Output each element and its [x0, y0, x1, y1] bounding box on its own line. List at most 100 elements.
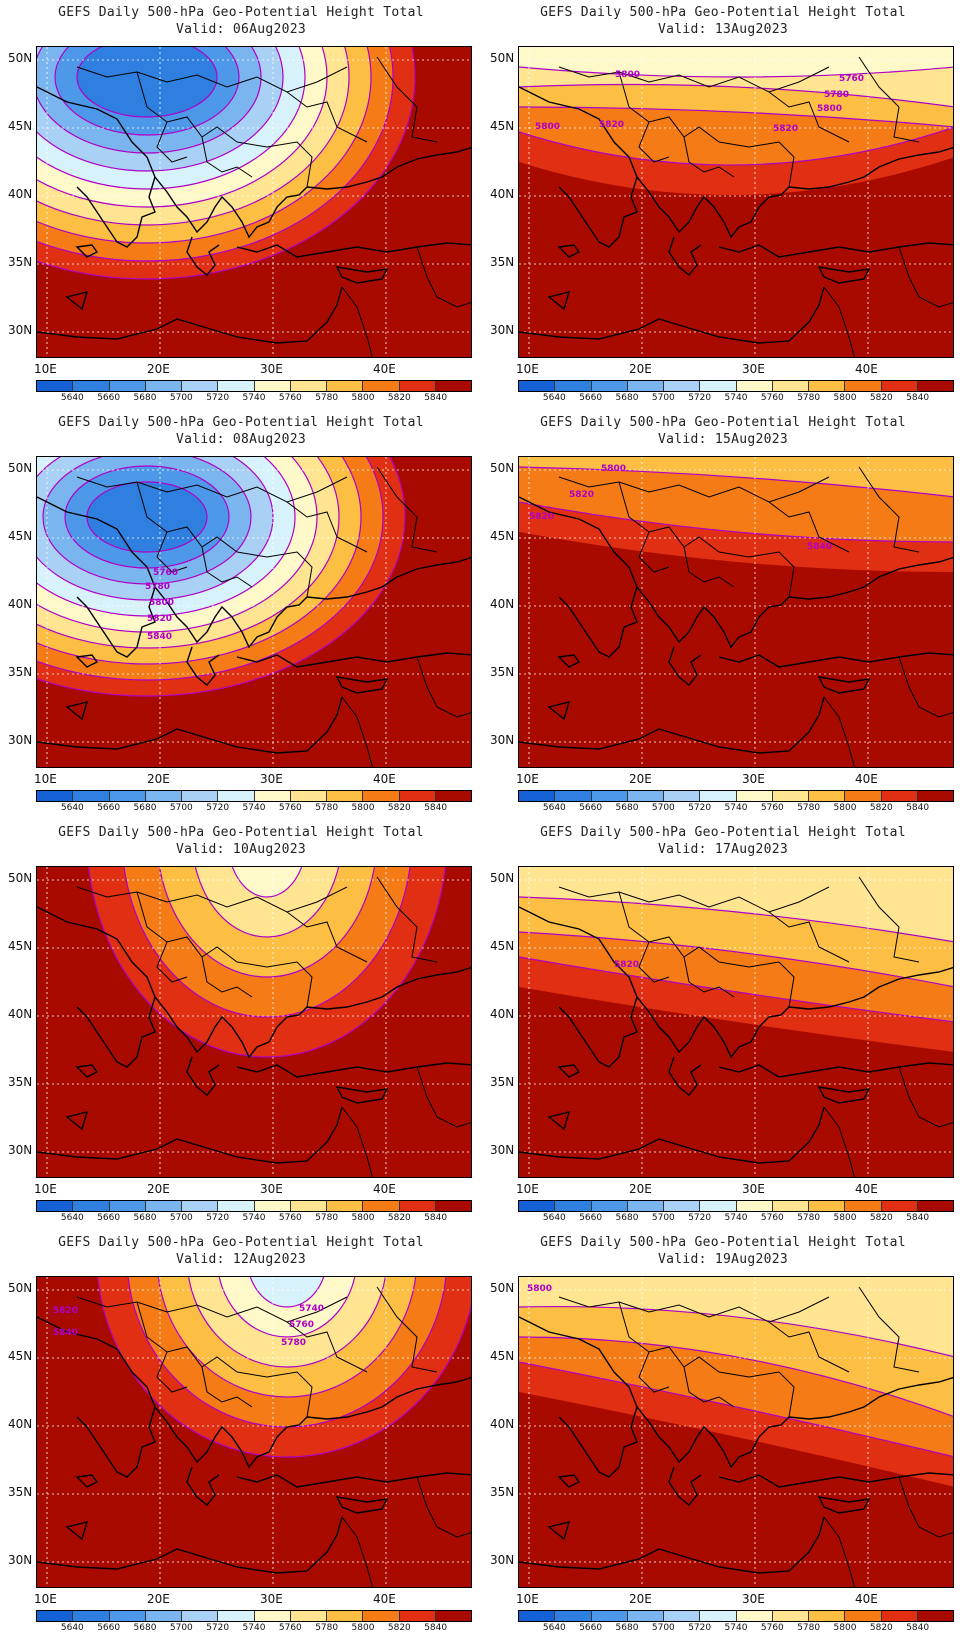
colorbar-label: 5640 — [60, 393, 84, 403]
longitude-label: 10E — [34, 772, 57, 786]
coastline — [37, 1106, 343, 1164]
colorbar-label: 5780 — [315, 1623, 339, 1633]
contour-line — [519, 1361, 953, 1458]
longitude-label: 10E — [516, 1592, 539, 1606]
longitude-label: 40E — [855, 772, 878, 786]
colorbar-swatch — [108, 1611, 145, 1621]
contour-band — [519, 47, 953, 77]
colorbar — [36, 790, 472, 802]
panel-title: GEFS Daily 500-hPa Geo-Potential Height … — [58, 1235, 424, 1250]
colorbar-label: 5840 — [424, 803, 448, 813]
latitude-label: 35N — [490, 665, 515, 679]
colorbar-label: 5720 — [206, 1623, 230, 1633]
country-border — [136, 891, 238, 963]
longitude-label: 30E — [742, 1182, 765, 1196]
colorbar-swatch — [253, 1611, 290, 1621]
latitude-label: 45N — [490, 1349, 515, 1363]
colorbar-swatch — [144, 1201, 181, 1211]
longitude-label: 30E — [742, 772, 765, 786]
country-border — [823, 1516, 855, 1587]
colorbar-swatch — [916, 1611, 953, 1621]
map-panel: GEFS Daily 500-hPa Geo-Potential Height … — [0, 1230, 482, 1640]
colorbar-label: 5840 — [424, 393, 448, 403]
latitude-label: 50N — [490, 51, 515, 65]
colorbar-label: 5740 — [724, 393, 748, 403]
map-panel: GEFS Daily 500-hPa Geo-Potential Height … — [482, 0, 964, 410]
colorbar-swatch — [289, 1611, 326, 1621]
country-border — [683, 1366, 735, 1408]
colorbar-label: 5760 — [760, 1213, 784, 1223]
longitude-label: 30E — [260, 1592, 283, 1606]
country-border — [898, 246, 953, 308]
colorbar — [518, 1610, 954, 1622]
colorbar-swatch — [326, 1611, 363, 1621]
height-field-map — [36, 46, 472, 358]
map-svg — [37, 47, 471, 357]
country-border — [156, 941, 188, 983]
latitude-label: 35N — [490, 255, 515, 269]
colorbar-label: 5660 — [579, 1623, 603, 1633]
country-border — [823, 696, 855, 767]
colorbar-label: 5660 — [97, 1623, 121, 1633]
coastline — [186, 236, 220, 276]
contour-line — [519, 501, 953, 543]
colorbar-swatch — [181, 381, 218, 391]
colorbar-swatch — [590, 791, 627, 801]
colorbar — [36, 1610, 472, 1622]
colorbar-label: 5640 — [542, 1623, 566, 1633]
map-svg: 5800 5760 5780 5800 5820 5820 5800 — [519, 47, 953, 357]
longitude-label: 30E — [260, 362, 283, 376]
country-border — [76, 886, 348, 913]
colorbar-swatch — [626, 1201, 663, 1211]
longitude-label: 10E — [516, 772, 539, 786]
colorbar-label: 5820 — [387, 803, 411, 813]
coastline — [37, 496, 308, 649]
colorbar-label: 5680 — [133, 1623, 157, 1633]
colorbar-swatch — [398, 1611, 435, 1621]
colorbar-label: 5820 — [869, 393, 893, 403]
colorbar — [36, 380, 472, 392]
contour-band — [519, 1337, 953, 1457]
coastline — [37, 1316, 308, 1469]
coastline — [668, 646, 702, 686]
coastline — [306, 146, 471, 190]
colorbar-swatch — [699, 1611, 736, 1621]
colorbar-label: 5660 — [579, 803, 603, 813]
colorbar-swatch — [398, 381, 435, 391]
country-border — [858, 876, 920, 963]
colorbar-label: 5720 — [688, 803, 712, 813]
contour-band — [519, 867, 953, 942]
colorbar — [518, 790, 954, 802]
colorbar-swatch — [253, 791, 290, 801]
country-border — [823, 286, 855, 357]
colorbar-swatch — [735, 791, 772, 801]
longitude-label: 40E — [855, 1592, 878, 1606]
colorbar-swatch — [771, 1611, 808, 1621]
contour-label: 5780 — [145, 582, 170, 592]
colorbar-label: 5660 — [97, 1213, 121, 1223]
colorbar-swatch — [326, 1201, 363, 1211]
coastline — [788, 556, 953, 600]
colorbar-label: 5720 — [688, 393, 712, 403]
colorbar-label: 5720 — [206, 393, 230, 403]
contour-band — [519, 1306, 953, 1417]
longitude-label: 40E — [373, 1182, 396, 1196]
colorbar-swatch — [808, 791, 845, 801]
latitude-label: 30N — [490, 323, 515, 337]
country-border — [416, 1476, 471, 1538]
colorbar-label: 5640 — [60, 1213, 84, 1223]
contour-band — [519, 957, 953, 1052]
contour-line — [519, 83, 953, 108]
coastline — [718, 652, 953, 668]
colorbar-label: 5720 — [206, 1213, 230, 1223]
country-border — [156, 531, 188, 573]
colorbar-swatch — [37, 381, 73, 391]
latitude-label: 30N — [490, 1553, 515, 1567]
coastline — [558, 996, 638, 1068]
coastline — [37, 1516, 343, 1574]
colorbar-swatch — [144, 1611, 181, 1621]
height-field-map: 5800 — [518, 1276, 954, 1588]
height-field-map: 5800 5760 5780 5800 5820 5820 5800 — [518, 46, 954, 358]
coastline — [547, 1521, 571, 1541]
colorbar-swatch — [880, 381, 917, 391]
